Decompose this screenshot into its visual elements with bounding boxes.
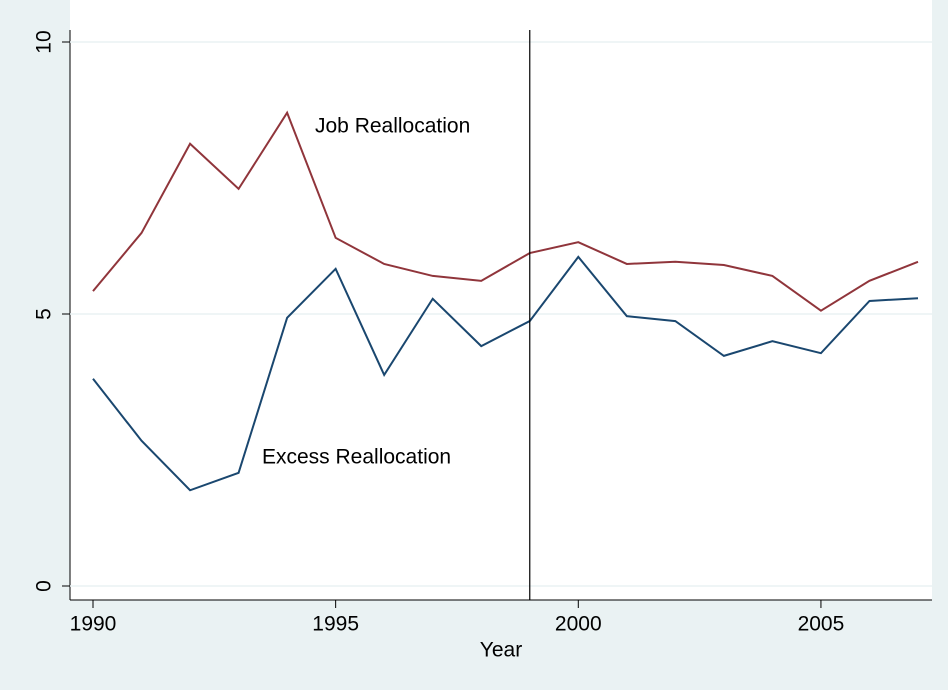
x-axis-title: Year: [480, 639, 522, 662]
x-tick-label: 2005: [798, 613, 845, 636]
y-tick-label: 10: [33, 30, 56, 53]
series-label: Excess Reallocation: [262, 446, 451, 469]
series-label: Job Reallocation: [315, 115, 470, 138]
series-line: [92, 255, 919, 492]
series-line: [92, 110, 919, 312]
x-tick-label: 2000: [555, 613, 602, 636]
y-tick-label: 0: [33, 580, 56, 592]
x-tick-label: 1995: [312, 613, 359, 636]
y-tick-label: 5: [33, 308, 56, 320]
plot-area: [70, 0, 932, 600]
x-tick-label: 1990: [70, 613, 117, 636]
